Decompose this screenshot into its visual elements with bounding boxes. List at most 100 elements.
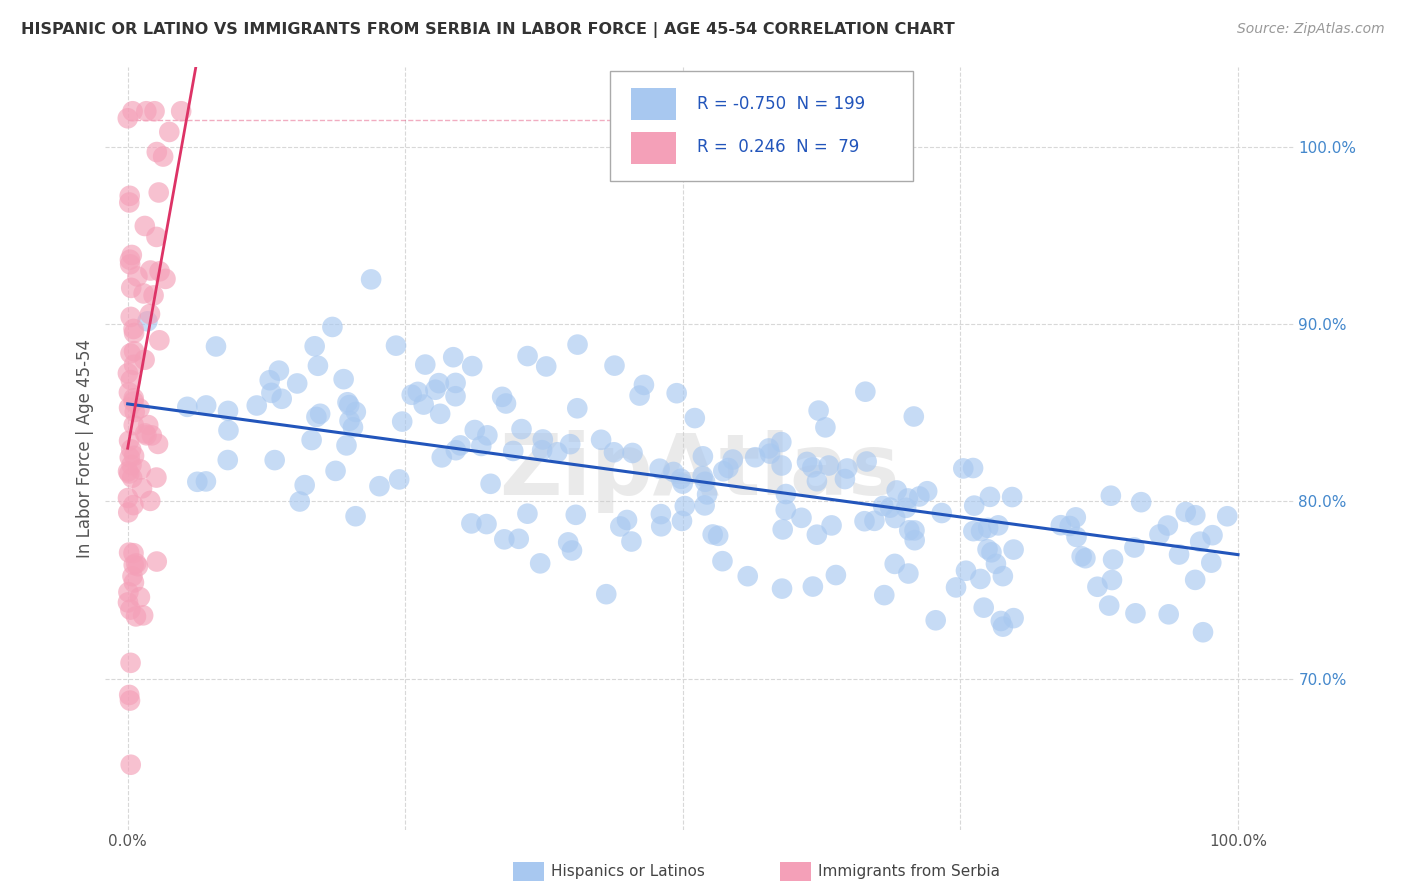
Point [285,376,308,391]
Point [962,524,984,538]
Point [491,390,513,404]
Point [477,428,499,442]
Point [479,476,502,491]
Point [118,252,141,267]
Point [801,580,824,594]
Point [118,434,141,448]
Y-axis label: In Labor Force | Age 45-54: In Labor Force | Age 45-54 [76,339,94,558]
Point [650,519,672,533]
Point [1001,490,1024,504]
Point [669,472,692,486]
FancyBboxPatch shape [610,70,914,181]
Point [270,392,292,406]
Point [118,401,141,415]
Point [307,359,329,373]
Point [294,478,316,492]
Point [120,656,142,670]
Point [1066,530,1088,544]
Point [915,484,938,499]
Point [118,693,141,707]
Point [886,483,908,498]
Point [817,458,839,473]
Point [1192,625,1215,640]
Point [790,511,813,525]
Point [837,461,859,475]
Point [534,359,557,374]
Point [904,533,927,548]
Point [963,499,986,513]
Point [495,396,517,410]
Point [863,514,886,528]
Point [444,389,467,403]
Point [855,454,877,468]
Point [118,385,141,400]
Point [1002,542,1025,557]
Point [897,491,920,506]
Point [672,476,695,491]
Point [565,508,588,522]
Point [531,433,554,447]
Point [122,394,145,409]
Point [217,453,239,467]
Point [1087,580,1109,594]
Point [970,524,993,538]
Point [122,558,145,572]
Point [1102,552,1125,566]
Point [721,452,744,467]
Point [406,384,429,399]
Point [135,428,157,442]
Point [1201,528,1223,542]
Point [120,373,142,387]
Point [628,388,651,402]
Point [449,438,471,452]
Point [633,377,655,392]
Point [145,230,167,244]
Point [758,442,780,456]
Point [118,450,141,465]
Point [894,500,917,515]
Point [121,569,143,583]
Point [186,475,208,489]
Point [134,426,156,441]
Point [707,529,730,543]
Point [692,450,714,464]
Point [665,386,688,401]
Point [139,307,162,321]
Point [145,470,167,484]
Point [853,514,876,528]
Point [903,409,925,424]
Point [475,517,498,532]
Point [146,145,169,159]
Text: HISPANIC OR LATINO VS IMMIGRANTS FROM SERBIA IN LABOR FORCE | AGE 45-54 CORRELAT: HISPANIC OR LATINO VS IMMIGRANTS FROM SE… [21,22,955,38]
Point [205,339,228,353]
Point [444,443,467,458]
Point [444,376,467,390]
Point [122,449,145,463]
Point [775,503,797,517]
Point [368,479,391,493]
Point [516,349,538,363]
Point [360,272,382,286]
Point [129,590,152,604]
Point [118,195,141,210]
Point [955,564,977,578]
Point [344,509,367,524]
Point [388,472,411,486]
Point [118,688,141,702]
Point [145,555,167,569]
Point [603,445,626,459]
Point [120,757,142,772]
Point [117,465,139,479]
Point [711,464,734,478]
Point [121,104,143,119]
Point [770,582,793,596]
Point [464,423,486,437]
Point [141,428,163,442]
Point [148,333,170,347]
Point [304,339,326,353]
Point [1123,541,1146,555]
Point [127,269,149,284]
Point [931,506,953,520]
Point [759,447,782,461]
Point [702,527,724,541]
